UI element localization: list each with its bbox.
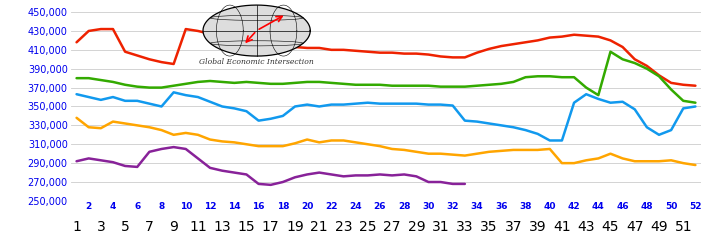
Ellipse shape [203,5,310,56]
Text: Global Economic Intersection: Global Economic Intersection [200,58,314,66]
